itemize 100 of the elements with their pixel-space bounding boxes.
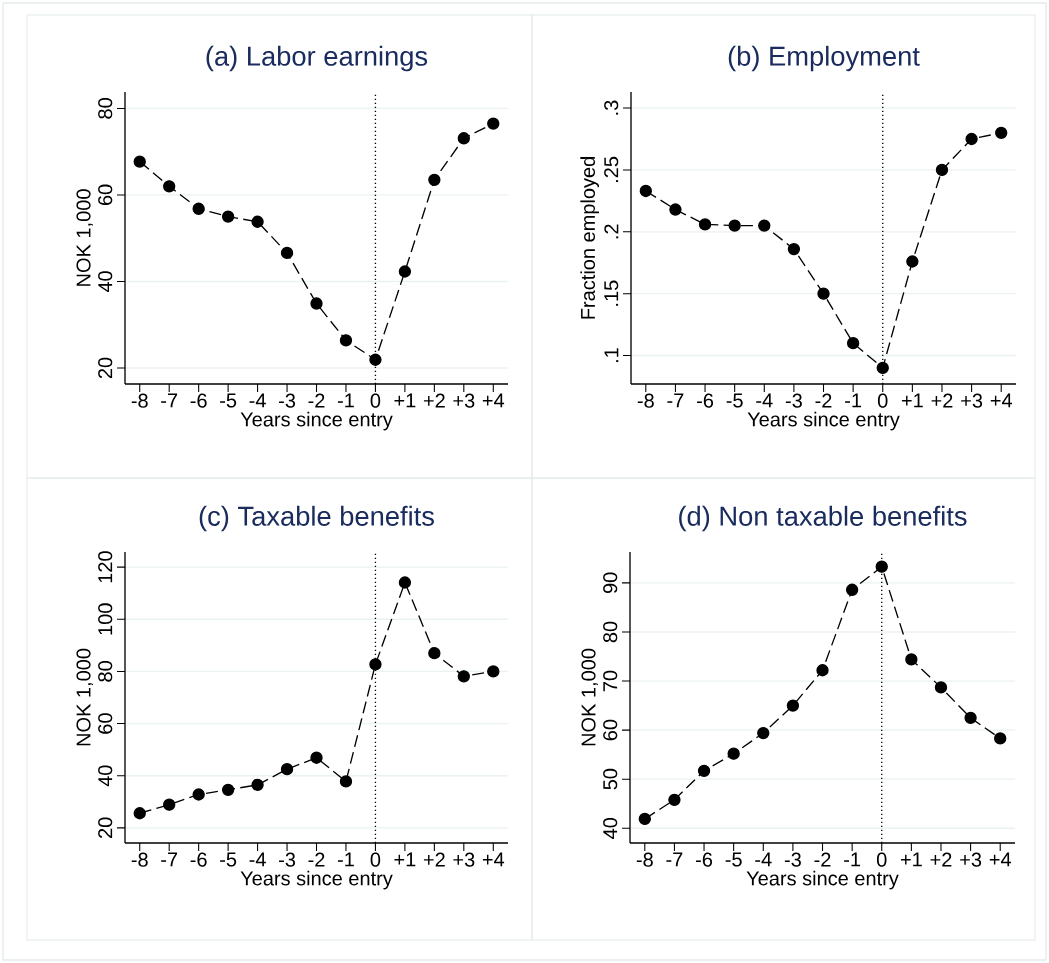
x-tick-label: +2: [931, 393, 953, 408]
y-tick-label: 80: [98, 661, 113, 682]
point: [163, 180, 176, 193]
y-tick-label: 80: [98, 98, 113, 119]
x-axis-title: Years since entry: [240, 411, 393, 431]
point: [876, 361, 889, 375]
x-tick-label: -8: [131, 393, 148, 408]
point: [369, 353, 382, 366]
y-tick-label: .3: [604, 100, 619, 115]
point: [339, 334, 353, 347]
x-tick-label: -7: [666, 852, 683, 867]
point: [133, 155, 146, 168]
y-tick-label: 50: [603, 768, 618, 790]
point: [697, 764, 711, 778]
point: [698, 218, 712, 231]
y-tick-label: 60: [98, 713, 113, 734]
point: [398, 265, 412, 278]
point: [457, 670, 470, 683]
point: [669, 203, 682, 216]
x-tick-label: 0: [876, 852, 887, 867]
point: [280, 763, 294, 776]
x-tick-label: -5: [725, 852, 742, 867]
point: [221, 783, 235, 796]
y-tick-label: 70: [603, 670, 618, 692]
point: [816, 664, 829, 677]
x-tick-label: -5: [220, 393, 237, 408]
point: [906, 255, 919, 268]
x-tick-label: -7: [161, 852, 178, 867]
x-tick-label: -8: [637, 393, 654, 408]
point: [221, 210, 235, 223]
x-tick-label: -2: [814, 852, 831, 867]
point: [965, 132, 978, 146]
x-tick-label: +3: [453, 393, 475, 408]
x-tick-label: +1: [394, 852, 416, 867]
point: [192, 788, 205, 801]
point: [398, 576, 412, 589]
x-tick-label: 0: [877, 393, 888, 408]
chart-title: (b) Employment: [728, 45, 920, 72]
x-tick-label: -5: [220, 852, 237, 867]
x-axis-title: Years since entry: [747, 411, 900, 431]
y-axis-title: NOK 1,000: [76, 648, 93, 746]
x-tick-label: -3: [784, 852, 801, 867]
x-tick-label: +4: [990, 393, 1013, 408]
x-tick-label: -1: [844, 852, 861, 867]
point: [310, 297, 323, 310]
x-tick-label: +2: [423, 852, 445, 867]
x-tick-label: -6: [696, 852, 713, 867]
chart-title: (d) Non taxable benefits: [679, 505, 967, 532]
y-tick-label: 40: [603, 817, 618, 839]
x-tick-label: -4: [755, 852, 772, 867]
y-tick-label: 20: [98, 357, 113, 379]
x-tick-label: -3: [279, 852, 296, 867]
point: [280, 246, 294, 260]
point: [845, 583, 859, 596]
point: [639, 184, 652, 198]
y-tick-label: 60: [603, 719, 618, 741]
point: [875, 560, 888, 573]
x-tick-label: -6: [190, 393, 207, 408]
x-tick-label: -2: [308, 852, 325, 867]
y-tick-label: 40: [98, 271, 113, 293]
x-tick-label: -8: [131, 852, 148, 867]
x-tick-label: 0: [370, 852, 381, 867]
point: [934, 681, 948, 694]
y-tick-label: 80: [603, 621, 618, 643]
x-tick-label: -1: [337, 393, 354, 408]
point: [251, 778, 264, 791]
x-tick-label: -2: [815, 393, 832, 408]
point: [758, 219, 771, 232]
x-tick-label: -5: [726, 393, 743, 408]
y-tick-label: .15: [604, 280, 619, 306]
point: [428, 173, 441, 186]
point: [457, 132, 470, 145]
x-tick-label: +2: [423, 393, 445, 408]
chart-title: (c) Taxable benefits: [199, 505, 434, 532]
x-tick-label: +3: [453, 852, 475, 867]
point: [727, 747, 740, 760]
y-tick-label: 100: [98, 603, 113, 635]
y-tick-label: 60: [98, 184, 113, 206]
y-axis-title: NOK 1,000: [76, 189, 93, 286]
point: [668, 793, 681, 806]
point: [251, 215, 264, 228]
y-tick-label: 120: [98, 551, 113, 583]
point: [728, 219, 741, 232]
point: [487, 117, 500, 130]
chart-title: (a) Labor earnings: [206, 45, 428, 72]
x-tick-label: +1: [901, 393, 923, 408]
x-tick-label: -4: [756, 393, 773, 408]
x-tick-label: +2: [930, 852, 952, 867]
point: [163, 798, 176, 811]
point: [787, 242, 801, 256]
x-tick-label: -7: [161, 393, 178, 408]
x-tick-label: -1: [337, 852, 354, 867]
x-axis-title: Years since entry: [746, 870, 899, 890]
point: [310, 751, 323, 764]
point: [487, 665, 500, 678]
x-tick-label: 0: [370, 393, 381, 408]
y-tick-label: 20: [98, 817, 113, 838]
x-tick-label: -1: [845, 393, 862, 408]
point: [339, 775, 353, 788]
x-tick-label: +3: [961, 393, 983, 408]
